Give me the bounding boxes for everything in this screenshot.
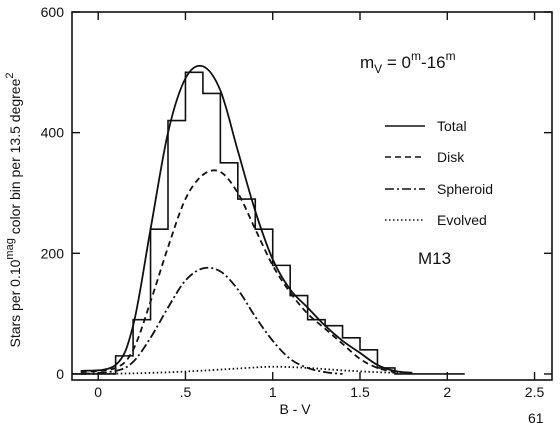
cluster-label: M13 [418, 249, 451, 268]
ticks: 0 .5 1 1.5 2 2.5 0 200 400 600 [41, 4, 552, 400]
series-total-curve [80, 64, 413, 374]
axes [71, 11, 553, 381]
y-tick-label: 0 [56, 366, 64, 382]
x-tick-label: 2 [443, 384, 451, 400]
legend-label-evolved: Evolved [437, 212, 487, 228]
legend-label-total: Total [437, 118, 467, 134]
series-spheroid-curve [80, 266, 343, 375]
y-tick-label: 200 [41, 245, 65, 261]
x-tick-label: 1 [269, 384, 277, 400]
observed-histogram [72, 71, 465, 375]
x-tick-label: 0 [94, 384, 102, 400]
plot-frame [71, 11, 553, 381]
x-axis-label: B - V [279, 401, 311, 417]
magnitude-range-label: mV = 0m-16m [360, 49, 456, 76]
series-disk-curve [80, 169, 396, 374]
y-tick-label: 400 [41, 125, 65, 141]
corner-mark: 61 [528, 410, 544, 423]
plot-area [72, 64, 465, 375]
x-tick-label: 2.5 [525, 384, 545, 400]
x-tick-label: 1.5 [350, 384, 370, 400]
y-tick-label: 600 [41, 4, 65, 20]
legend: Total Disk Spheroid Evolved [385, 118, 493, 228]
legend-label-disk: Disk [437, 149, 465, 165]
x-tick-label: .5 [180, 384, 192, 400]
series-evolved-curve [80, 365, 413, 375]
y-axis-label: Stars per 0.10mag color bin per 13.5 deg… [4, 72, 23, 347]
legend-label-spheroid: Spheroid [437, 181, 493, 197]
